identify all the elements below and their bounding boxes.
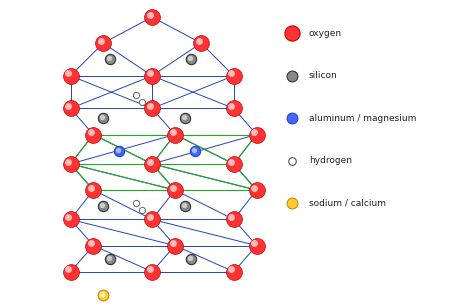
Point — [251, 241, 258, 246]
Point — [251, 130, 258, 135]
Point — [195, 38, 202, 43]
Point — [148, 269, 156, 274]
Point — [228, 215, 235, 220]
Point — [181, 204, 189, 209]
Point — [90, 188, 97, 192]
Point — [188, 57, 195, 62]
Point — [138, 207, 146, 212]
Point — [67, 217, 74, 222]
Point — [190, 147, 197, 152]
Point — [228, 267, 235, 272]
Point — [116, 149, 123, 153]
Point — [99, 115, 106, 120]
Point — [67, 161, 74, 166]
Point — [146, 215, 154, 220]
Point — [187, 56, 194, 61]
Point — [67, 106, 74, 111]
Point — [191, 149, 198, 153]
Text: silicon: silicon — [309, 71, 337, 80]
Point — [99, 291, 106, 296]
Point — [132, 93, 139, 98]
Point — [253, 188, 260, 192]
Point — [138, 99, 146, 104]
Text: oxygen: oxygen — [309, 29, 342, 38]
Point — [251, 185, 258, 190]
Point — [169, 241, 176, 246]
Point — [289, 201, 296, 206]
Point — [105, 56, 112, 61]
Point — [253, 132, 260, 137]
Text: aluminum / magnesium: aluminum / magnesium — [309, 114, 416, 123]
Point — [289, 31, 296, 36]
Point — [146, 159, 154, 164]
Point — [90, 243, 97, 248]
Point — [230, 269, 237, 274]
Point — [230, 106, 237, 111]
Point — [100, 41, 107, 45]
Point — [100, 116, 107, 121]
Point — [146, 71, 154, 76]
Point — [99, 203, 106, 208]
Point — [289, 73, 296, 78]
Point — [188, 256, 195, 261]
Point — [146, 12, 154, 17]
Point — [289, 158, 296, 163]
Point — [87, 241, 95, 246]
Point — [148, 217, 156, 222]
Point — [148, 106, 156, 111]
Text: hydrogen: hydrogen — [309, 156, 352, 165]
Point — [148, 73, 156, 78]
Point — [97, 38, 105, 43]
Point — [181, 116, 189, 121]
Text: sodium / calcium: sodium / calcium — [309, 199, 386, 208]
Point — [228, 104, 235, 109]
Point — [230, 73, 237, 78]
Point — [105, 255, 112, 260]
Point — [64, 267, 72, 272]
Point — [228, 159, 235, 164]
Point — [146, 104, 154, 109]
Point — [67, 269, 74, 274]
Point — [228, 71, 235, 76]
Point — [64, 71, 72, 76]
Point — [169, 185, 176, 190]
Point — [169, 130, 176, 135]
Point — [148, 161, 156, 166]
Point — [289, 116, 296, 121]
Point — [197, 41, 205, 45]
Point — [146, 267, 154, 272]
Point — [253, 243, 260, 248]
Point — [100, 292, 107, 297]
Point — [115, 147, 122, 152]
Point — [100, 204, 107, 209]
Point — [64, 104, 72, 109]
Point — [230, 217, 237, 222]
Point — [106, 57, 113, 62]
Point — [132, 201, 139, 206]
Point — [67, 73, 74, 78]
Point — [106, 256, 113, 261]
Point — [87, 185, 95, 190]
Point — [171, 132, 179, 137]
Point — [180, 203, 188, 208]
Point — [90, 132, 97, 137]
Point — [64, 215, 72, 220]
Point — [187, 255, 194, 260]
Point — [230, 161, 237, 166]
Point — [180, 115, 188, 120]
Point — [171, 243, 179, 248]
Point — [171, 188, 179, 192]
Point — [148, 15, 156, 20]
Point — [64, 159, 72, 164]
Point — [87, 130, 95, 135]
